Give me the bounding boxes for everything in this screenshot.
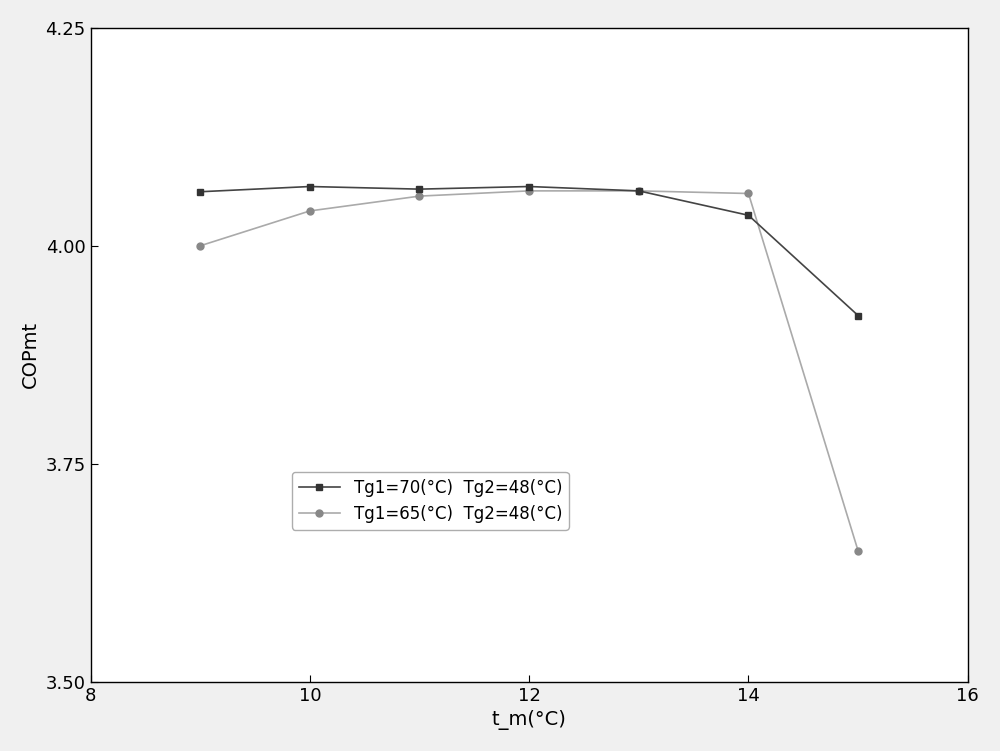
Tg1=65(°C)  Tg2=48(°C)	[633, 186, 645, 195]
X-axis label: t_m(°C): t_m(°C)	[492, 710, 567, 730]
Tg1=65(°C)  Tg2=48(°C)	[194, 241, 206, 250]
Tg1=70(°C)  Tg2=48(°C)	[742, 211, 754, 220]
Tg1=70(°C)  Tg2=48(°C)	[633, 186, 645, 195]
Line: Tg1=65(°C)  Tg2=48(°C): Tg1=65(°C) Tg2=48(°C)	[197, 188, 862, 554]
Tg1=65(°C)  Tg2=48(°C)	[852, 547, 864, 556]
Tg1=65(°C)  Tg2=48(°C)	[413, 192, 425, 201]
Legend: Tg1=70(°C)  Tg2=48(°C), Tg1=65(°C)  Tg2=48(°C): Tg1=70(°C) Tg2=48(°C), Tg1=65(°C) Tg2=48…	[292, 472, 569, 529]
Y-axis label: COPmt: COPmt	[21, 321, 40, 388]
Tg1=70(°C)  Tg2=48(°C)	[304, 182, 316, 191]
Tg1=70(°C)  Tg2=48(°C)	[523, 182, 535, 191]
Line: Tg1=70(°C)  Tg2=48(°C): Tg1=70(°C) Tg2=48(°C)	[197, 183, 862, 319]
Tg1=70(°C)  Tg2=48(°C)	[194, 187, 206, 196]
Tg1=65(°C)  Tg2=48(°C)	[523, 186, 535, 195]
Tg1=65(°C)  Tg2=48(°C)	[304, 207, 316, 216]
Tg1=70(°C)  Tg2=48(°C)	[852, 311, 864, 320]
Tg1=65(°C)  Tg2=48(°C)	[742, 189, 754, 198]
Tg1=70(°C)  Tg2=48(°C)	[413, 185, 425, 194]
